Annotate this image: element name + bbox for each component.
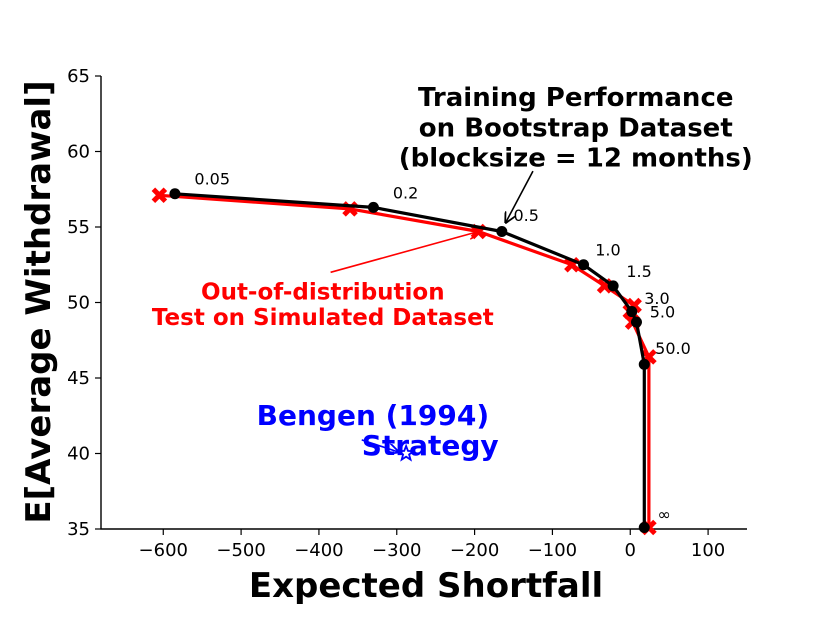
bengen-annotation-arrow bbox=[361, 439, 399, 452]
test-point-stroke bbox=[151, 187, 168, 204]
parameter-label: ∞ bbox=[657, 505, 670, 524]
bengen-annotation-line: Strategy bbox=[362, 429, 499, 462]
x-tick-label: −200 bbox=[450, 540, 499, 561]
ood-annotation-line: Test on Simulated Dataset bbox=[152, 305, 494, 331]
training-point bbox=[578, 259, 590, 271]
training-point bbox=[638, 358, 650, 370]
ood-annotation-line: Out-of-distribution bbox=[201, 279, 445, 305]
parameter-label: 3.0 bbox=[644, 289, 669, 308]
parameter-label: 5.0 bbox=[650, 303, 675, 322]
y-tick-label: 55 bbox=[67, 217, 90, 238]
parameter-label: 0.5 bbox=[514, 206, 539, 225]
x-tick-label: −100 bbox=[528, 540, 577, 561]
x-tick-label: −500 bbox=[216, 540, 265, 561]
y-tick-label: 60 bbox=[67, 142, 90, 163]
y-tick-label: 50 bbox=[67, 293, 90, 314]
ood-annotation-arrow bbox=[330, 232, 479, 274]
x-axis-title: Expected Shortfall bbox=[249, 566, 603, 606]
x-tick-label: −600 bbox=[139, 540, 188, 561]
training-point bbox=[607, 280, 619, 292]
parameter-label: 0.05 bbox=[194, 170, 230, 189]
test-series-line bbox=[159, 193, 651, 528]
parameter-label: 50.0 bbox=[655, 339, 691, 358]
training-annotation-line: on Bootstrap Dataset bbox=[419, 113, 733, 143]
training-annotation-line: (blocksize = 12 months) bbox=[399, 144, 753, 174]
y-tick-label: 65 bbox=[67, 66, 90, 87]
training-point bbox=[169, 188, 181, 200]
x-tick-label: −400 bbox=[294, 540, 343, 561]
parameter-label: 0.2 bbox=[393, 183, 418, 202]
y-axis-title: E[Average Withdrawal] bbox=[19, 80, 59, 523]
training-point bbox=[367, 201, 379, 213]
training-point bbox=[630, 316, 642, 328]
test-point bbox=[151, 187, 168, 204]
y-tick-label: 35 bbox=[67, 519, 90, 540]
parameter-label: 1.5 bbox=[626, 262, 651, 281]
training-series-line bbox=[174, 192, 646, 528]
x-tick-label: −300 bbox=[372, 540, 421, 561]
y-tick-label: 40 bbox=[67, 444, 90, 465]
training-annotation-line: Training Performance bbox=[418, 83, 733, 113]
parameter-label: 1.0 bbox=[595, 241, 620, 260]
training-point bbox=[496, 226, 508, 238]
x-tick-label: 100 bbox=[691, 540, 725, 561]
training-annotation-arrow bbox=[506, 170, 534, 222]
training-point bbox=[626, 306, 638, 318]
y-tick-label: 45 bbox=[67, 368, 90, 389]
x-tick-label: 0 bbox=[625, 540, 636, 561]
training-point bbox=[638, 521, 650, 533]
bengen-annotation-line: Bengen (1994) bbox=[257, 399, 490, 432]
